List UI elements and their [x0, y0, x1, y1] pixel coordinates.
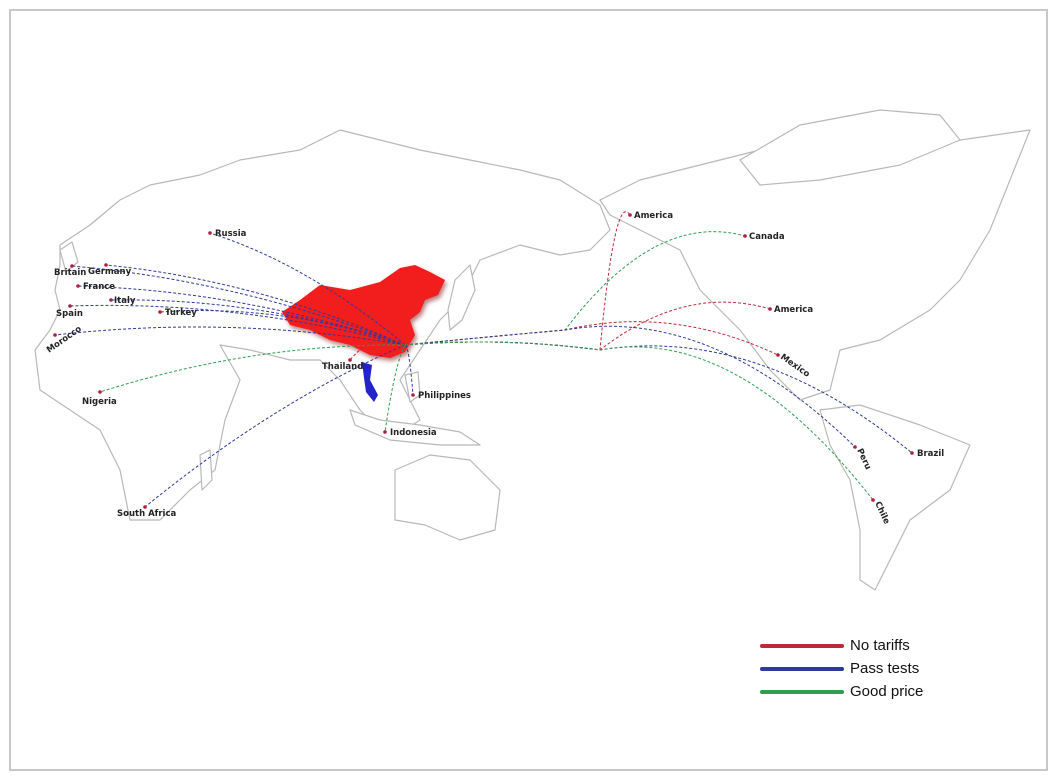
destination-label: America: [634, 211, 673, 221]
madagascar-island: [199, 449, 213, 491]
route-line: [110, 299, 406, 346]
destination-label: Philippines: [418, 391, 471, 401]
destination-marker: [383, 430, 387, 434]
legend-item-no-tariffs: No tariffs: [760, 634, 923, 657]
destination-label: Russia: [215, 229, 247, 239]
route-line: [144, 344, 406, 508]
south-america-landmass: [819, 404, 971, 591]
destination-marker: [143, 505, 147, 509]
route-line: [71, 265, 406, 346]
destination-label: Spain: [56, 309, 83, 319]
route-line: [349, 338, 406, 361]
destination-marker: [104, 263, 108, 267]
destination-marker: [776, 353, 780, 357]
destination-marker: [53, 333, 57, 337]
destination-marker: [68, 304, 72, 308]
route-line: [404, 341, 874, 501]
destination-marker: [628, 213, 632, 217]
legend-label: No tariffs: [850, 637, 910, 654]
route-line: [404, 325, 856, 448]
destination-label: Italy: [114, 296, 136, 306]
destination-marker: [109, 298, 113, 302]
route-line: [404, 344, 414, 396]
destination-label: Nigeria: [82, 397, 117, 407]
destination-marker: [208, 231, 212, 235]
destination-label: Germany: [88, 267, 132, 277]
legend: No tariffs Pass tests Good price: [760, 634, 923, 703]
route-line: [105, 264, 406, 346]
destination-marker: [871, 498, 875, 502]
route-line: [54, 326, 406, 346]
route-line: [209, 232, 406, 346]
routes-layer: [54, 211, 913, 508]
destination-marker: [76, 284, 80, 288]
australia-landmass: [394, 454, 501, 541]
route-line: [159, 310, 406, 346]
destination-marker: [348, 358, 352, 362]
destination-marker: [910, 451, 914, 455]
route-line: [384, 344, 406, 433]
destination-marker: [411, 393, 415, 397]
destination-label: Thailand: [322, 362, 363, 372]
legend-item-good-price: Good price: [760, 680, 923, 703]
destination-label: South Africa: [117, 509, 177, 519]
destination-marker: [853, 445, 857, 449]
legend-item-pass-tests: Pass tests: [760, 657, 923, 680]
greenland-landmass: [739, 109, 961, 186]
destination-label: Canada: [749, 232, 785, 242]
china-shape: [282, 265, 445, 358]
destination-marker: [98, 390, 102, 394]
destination-label: Turkey: [165, 308, 197, 318]
vietnam-shape: [362, 362, 378, 402]
legend-swatch: [760, 666, 844, 671]
japan-island: [447, 264, 476, 331]
destination-label: America: [774, 305, 813, 315]
philippines-island: [404, 371, 421, 403]
destination-label: Indonesia: [390, 428, 437, 438]
legend-swatch: [760, 643, 844, 648]
route-line: [69, 304, 406, 346]
legend-label: Pass tests: [850, 660, 920, 677]
destination-marker: [743, 234, 747, 238]
destination-label: Britain: [54, 268, 86, 278]
destination-marker: [70, 264, 74, 268]
indonesia-island: [349, 409, 481, 446]
destination-label: Brazil: [917, 449, 944, 459]
destination-marker: [158, 310, 162, 314]
destination-marker: [768, 307, 772, 311]
destination-label: France: [83, 282, 115, 292]
legend-swatch: [760, 689, 844, 694]
legend-label: Good price: [850, 683, 924, 700]
britain-island: [59, 241, 79, 273]
